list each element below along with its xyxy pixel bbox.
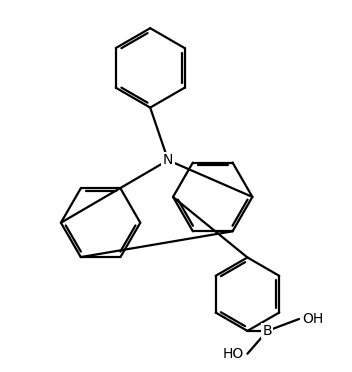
- Text: OH: OH: [302, 312, 324, 326]
- Text: N: N: [163, 153, 173, 167]
- Text: B: B: [263, 324, 272, 338]
- Text: HO: HO: [223, 347, 244, 361]
